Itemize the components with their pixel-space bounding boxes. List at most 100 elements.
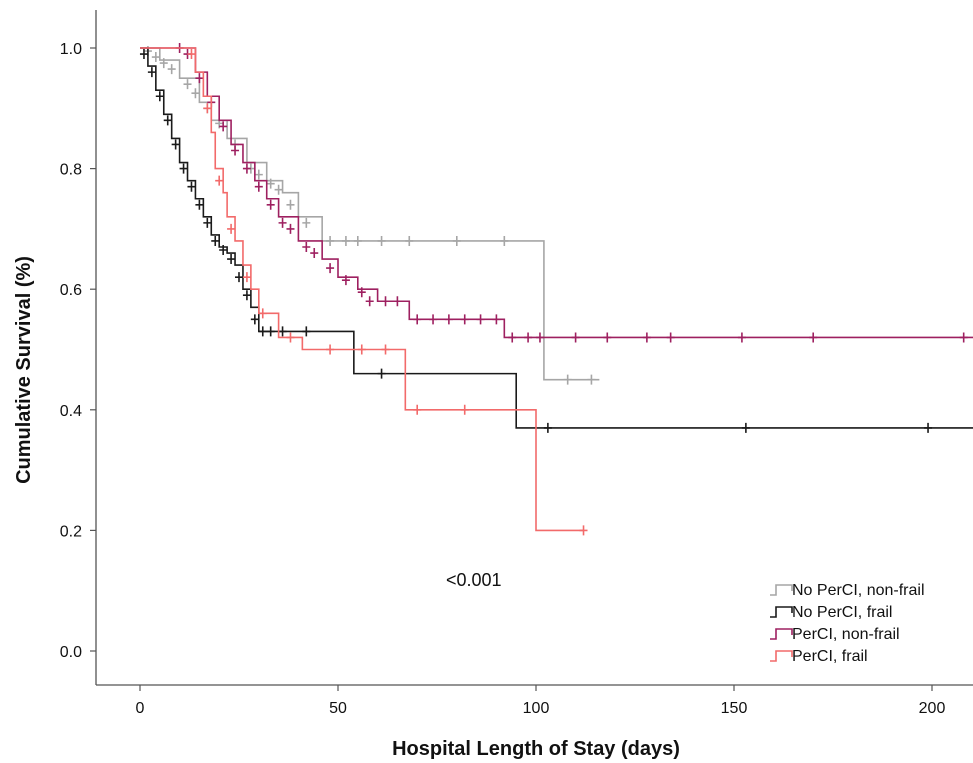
censor-mark [413, 404, 422, 415]
censor-mark [219, 245, 228, 256]
censor-mark [139, 49, 148, 60]
x-tick-label: 200 [919, 700, 946, 717]
censor-mark [476, 314, 485, 325]
censor-mark [429, 314, 438, 325]
x-tick-label: 150 [721, 700, 748, 717]
legend-item: No PerCI, non-frail [770, 582, 925, 599]
censor-mark [195, 199, 204, 210]
censor-mark [163, 115, 172, 126]
x-tick-label: 0 [136, 700, 145, 717]
censor-mark [737, 332, 746, 343]
censor-mark [353, 235, 362, 246]
censor-mark [179, 163, 188, 174]
censor-mark [278, 326, 287, 337]
censor-mark [341, 275, 350, 286]
censor-mark [227, 254, 236, 265]
censor-mark [413, 314, 422, 325]
series-line [140, 47, 584, 532]
p-value-annotation: <0.001 [446, 570, 502, 590]
censor-mark [286, 199, 295, 210]
censor-mark [959, 332, 968, 343]
censor-mark [242, 272, 251, 283]
censor-mark [377, 368, 386, 379]
censor-mark [266, 199, 275, 210]
x-axis-title: Hospital Length of Stay (days) [392, 738, 680, 760]
censor-mark [341, 235, 350, 246]
censor-mark [235, 272, 243, 283]
legend-label: PerCI, frail [792, 648, 868, 665]
censor-mark [250, 314, 259, 325]
legend-label: No PerCI, non-frail [792, 582, 925, 599]
censor-mark [147, 67, 156, 78]
series-3 [140, 43, 973, 343]
censor-mark [326, 344, 335, 355]
censor-mark [310, 248, 319, 259]
censor-mark [405, 235, 414, 246]
censor-mark [231, 145, 240, 156]
series-line [140, 47, 600, 381]
censor-mark [258, 308, 267, 319]
censor-mark [302, 241, 311, 252]
censor-mark [195, 73, 204, 84]
legend-item: PerCI, frail [770, 648, 868, 665]
censor-mark [500, 235, 509, 246]
censor-mark [215, 175, 224, 186]
censor-mark [543, 422, 552, 433]
censor-mark [393, 296, 402, 307]
censor-mark [302, 326, 311, 337]
censor-mark [357, 344, 366, 355]
ticks: 0.0 0.2 0.4 0.6 0.8 1.0 0 50 100 150 200 [60, 41, 946, 717]
y-axis-title: Cumulative Survival (%) [13, 256, 35, 484]
censor-mark [563, 374, 572, 385]
x-tick-label: 50 [329, 700, 347, 717]
censor-mark [326, 263, 335, 274]
censor-mark [254, 181, 263, 192]
censor-mark [203, 103, 212, 114]
series [139, 43, 973, 536]
censor-mark [266, 178, 275, 189]
censor-mark [460, 404, 469, 415]
censor-mark [452, 235, 461, 246]
censor-mark [187, 181, 196, 192]
axes [95, 10, 973, 686]
censor-mark [227, 223, 236, 234]
censor-mark [183, 79, 192, 90]
censor-mark [666, 332, 675, 343]
censor-mark [242, 163, 251, 174]
series-line [140, 47, 973, 339]
y-tick-label: 0.6 [60, 282, 82, 299]
legend-item: PerCI, non-frail [770, 626, 900, 643]
censor-mark [266, 326, 275, 337]
censor-mark [258, 326, 267, 337]
censor-mark [571, 332, 580, 343]
legend-item: No PerCI, frail [770, 604, 892, 621]
censor-mark [381, 344, 390, 355]
censor-mark [187, 49, 196, 60]
censor-mark [381, 296, 390, 307]
censor-mark [460, 314, 469, 325]
y-tick-label: 1.0 [60, 41, 82, 58]
legend-label: PerCI, non-frail [792, 626, 900, 643]
legend-swatch [770, 606, 793, 618]
censor-mark [377, 235, 386, 246]
censor-mark [357, 287, 366, 298]
censor-mark [211, 235, 220, 246]
censor-mark [579, 525, 588, 536]
censor-mark [167, 64, 176, 75]
x-tick-label: 100 [523, 700, 550, 717]
censor-mark [254, 169, 263, 180]
y-tick-label: 0.2 [60, 523, 82, 540]
censor-mark [603, 332, 612, 343]
censor-mark [203, 217, 212, 228]
censor-mark [642, 332, 651, 343]
censor-mark [809, 332, 818, 343]
censor-mark [286, 223, 295, 234]
censor-mark [587, 374, 596, 385]
censor-mark [286, 332, 295, 343]
y-tick-label: 0.0 [60, 644, 82, 661]
series-4 [140, 47, 588, 536]
legend-swatch [770, 650, 793, 662]
censor-mark [741, 422, 750, 433]
